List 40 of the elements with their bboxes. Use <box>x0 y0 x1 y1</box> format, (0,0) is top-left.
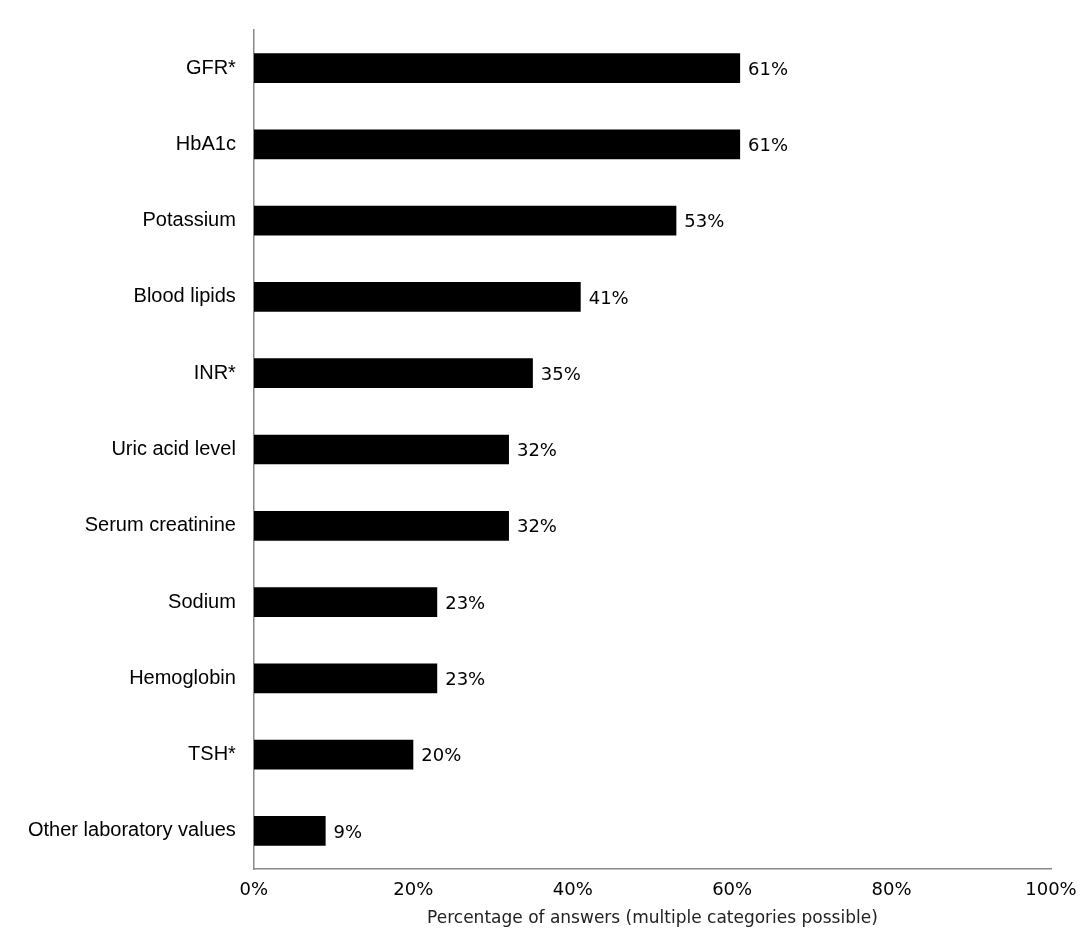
bar <box>253 53 741 84</box>
data-label: 20% <box>421 744 462 766</box>
bar <box>253 815 326 846</box>
data-label: 32% <box>516 515 557 537</box>
x-tick-label: 40% <box>552 878 593 900</box>
bar <box>253 358 533 389</box>
bar <box>253 663 438 694</box>
y-tick-label: Hemoglobin <box>129 665 236 688</box>
data-label: 35% <box>540 362 581 384</box>
bar <box>253 510 509 541</box>
x-tick-label: 100% <box>1025 878 1077 900</box>
data-label: 9% <box>333 820 363 842</box>
data-label: 61% <box>748 57 789 79</box>
bar <box>253 587 438 617</box>
x-tick-label: 80% <box>871 878 912 900</box>
data-label: 32% <box>516 439 557 461</box>
y-tick-label: Sodium <box>168 589 236 612</box>
bar <box>253 205 677 236</box>
y-tick-label: Blood lipids <box>133 284 236 307</box>
data-label: 41% <box>588 286 629 308</box>
x-tick-label: 20% <box>393 878 434 900</box>
y-tick-label: GFR* <box>185 55 237 78</box>
data-label: 61% <box>748 134 789 156</box>
y-tick-label: Potassium <box>142 208 236 231</box>
data-label: 53% <box>684 210 725 232</box>
y-tick-label: Uric acid level <box>111 437 236 460</box>
bar <box>253 434 509 465</box>
y-tick-label: HbA1c <box>175 131 236 154</box>
data-label: 23% <box>445 591 486 613</box>
data-label: 23% <box>445 667 486 689</box>
x-tick-label: 60% <box>712 878 753 900</box>
y-tick-label: Serum creatinine <box>84 513 236 536</box>
x-tick-label: 0% <box>239 878 269 900</box>
y-tick-label: INR* <box>193 360 237 383</box>
y-tick-label: TSH* <box>188 742 237 765</box>
x-axis-title: Percentage of answers (multiple categories possible) <box>427 907 878 928</box>
bar <box>253 739 414 770</box>
y-tick-label: Other laboratory values <box>27 818 236 841</box>
bar <box>253 129 741 160</box>
bar <box>253 282 581 312</box>
